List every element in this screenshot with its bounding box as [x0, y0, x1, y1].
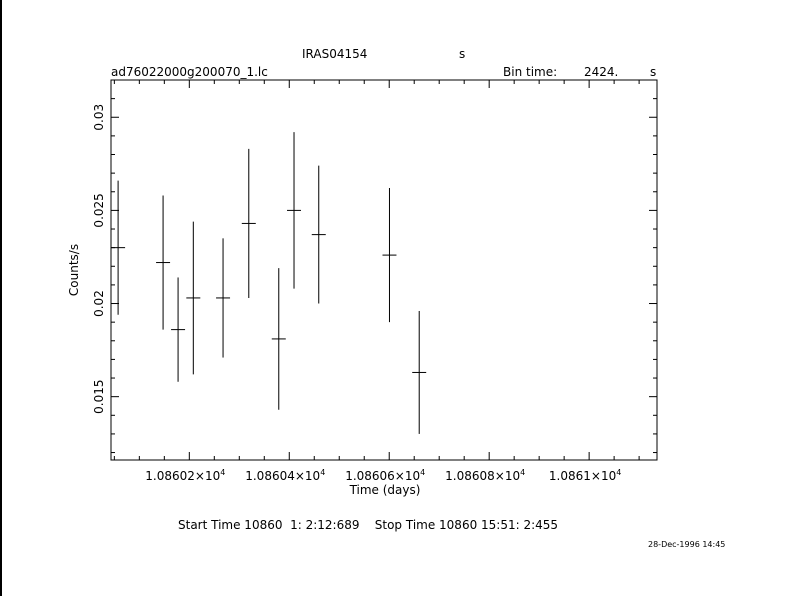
x-tick-exponent: 4	[616, 468, 621, 477]
left-border-rule	[0, 0, 2, 596]
y-tick-label: 0.025	[92, 193, 106, 227]
y-tick-label: 0.03	[92, 104, 106, 131]
plot-frame	[110, 79, 658, 461]
data-point	[156, 195, 171, 330]
data-point	[287, 132, 302, 289]
x-tick-label: 1.08608×104	[445, 468, 525, 483]
x-axis-label: Time (days)	[349, 483, 421, 497]
y-tick-label: 0.015	[92, 379, 106, 413]
x-tick-exponent: 4	[420, 468, 425, 477]
x-tick-label: 1.0861×104	[549, 468, 621, 483]
start-stop-times: Start Time 10860 1: 2:12:689 Stop Time 1…	[178, 518, 559, 532]
data-point	[171, 277, 186, 382]
tick-marks	[111, 79, 657, 460]
bin-time-value: 2424.	[584, 65, 619, 79]
file-name: ad76022000g200070_1.lc	[111, 65, 268, 79]
x-tick-mantissa: 1.0861×10	[549, 469, 616, 483]
x-tick-mantissa: 1.08604×10	[245, 469, 320, 483]
date-stamp: 28-Dec-1996 14:45	[648, 540, 726, 549]
y-axis-label: Counts/s	[67, 244, 81, 296]
bin-time-unit: s	[650, 65, 657, 79]
data-point	[241, 148, 256, 298]
data-point	[382, 188, 397, 323]
x-tick-exponent: 4	[520, 468, 525, 477]
x-tick-label: 1.08606×104	[345, 468, 425, 483]
data-point	[216, 238, 231, 358]
bin-time-label: Bin time:	[503, 65, 558, 79]
x-tick-exponent: 4	[220, 468, 225, 477]
data-point	[412, 310, 427, 434]
x-tick-mantissa: 1.08608×10	[445, 469, 520, 483]
x-tick-mantissa: 1.08606×10	[345, 469, 420, 483]
x-tick-mantissa: 1.08602×10	[145, 469, 220, 483]
x-tick-labels: 1.08602×104 1.08604×104 1.08606×104 1.08608…	[145, 468, 621, 483]
x-tick-label: 1.08604×104	[245, 468, 325, 483]
y-tick-label: 0.02	[92, 290, 106, 317]
y-tick-labels: 0.015 0.02 0.025 0.03	[92, 104, 106, 414]
data-point	[271, 268, 286, 410]
source-unit: s	[459, 47, 466, 61]
data-point	[186, 221, 201, 375]
x-tick-exponent: 4	[320, 468, 325, 477]
source-name: IRAS04154	[302, 47, 368, 61]
data-point	[111, 180, 126, 315]
data-point	[311, 165, 326, 304]
data-points	[111, 132, 427, 434]
x-tick-label: 1.08602×104	[145, 468, 225, 483]
